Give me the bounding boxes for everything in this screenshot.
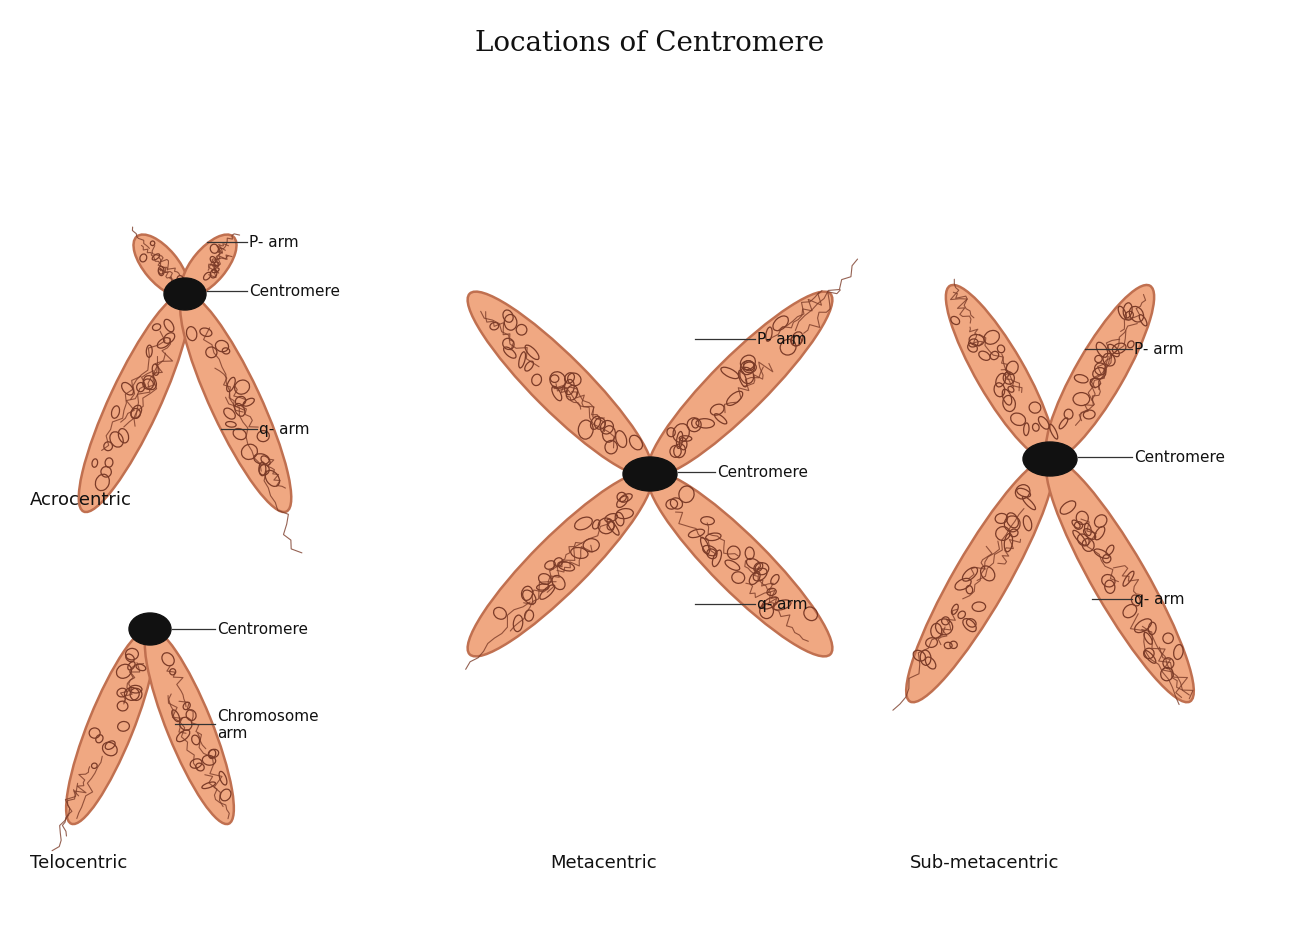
Text: Locations of Centromere: Locations of Centromere xyxy=(476,30,824,57)
Text: q- arm: q- arm xyxy=(259,422,309,437)
Ellipse shape xyxy=(66,629,155,824)
Ellipse shape xyxy=(1023,443,1076,477)
Text: Sub-metacentric: Sub-metacentric xyxy=(910,853,1060,871)
Ellipse shape xyxy=(623,458,677,492)
Text: P- arm: P- arm xyxy=(757,332,806,347)
Text: Centromere: Centromere xyxy=(217,622,308,637)
Text: P- arm: P- arm xyxy=(1134,342,1183,357)
Text: Centromere: Centromere xyxy=(250,284,341,299)
Text: P- arm: P- arm xyxy=(250,235,299,250)
Ellipse shape xyxy=(129,614,172,646)
Ellipse shape xyxy=(1046,286,1154,461)
Ellipse shape xyxy=(134,235,188,296)
Text: Telocentric: Telocentric xyxy=(30,853,127,871)
Text: q- arm: q- arm xyxy=(757,597,807,612)
Text: Centromere: Centromere xyxy=(1134,450,1225,465)
Ellipse shape xyxy=(647,293,832,477)
Ellipse shape xyxy=(1046,459,1193,702)
Ellipse shape xyxy=(468,293,653,477)
Ellipse shape xyxy=(946,286,1054,461)
Ellipse shape xyxy=(182,235,237,296)
Ellipse shape xyxy=(906,459,1054,702)
Text: Chromosome
arm: Chromosome arm xyxy=(217,708,318,740)
Ellipse shape xyxy=(79,295,190,513)
Ellipse shape xyxy=(647,472,832,657)
Text: q- arm: q- arm xyxy=(1134,592,1184,607)
Ellipse shape xyxy=(181,295,291,513)
Ellipse shape xyxy=(468,472,653,657)
Ellipse shape xyxy=(164,278,205,311)
Text: Metacentric: Metacentric xyxy=(550,853,656,871)
Ellipse shape xyxy=(144,629,234,824)
Text: Acrocentric: Acrocentric xyxy=(30,491,131,509)
Text: Centromere: Centromere xyxy=(718,465,809,480)
